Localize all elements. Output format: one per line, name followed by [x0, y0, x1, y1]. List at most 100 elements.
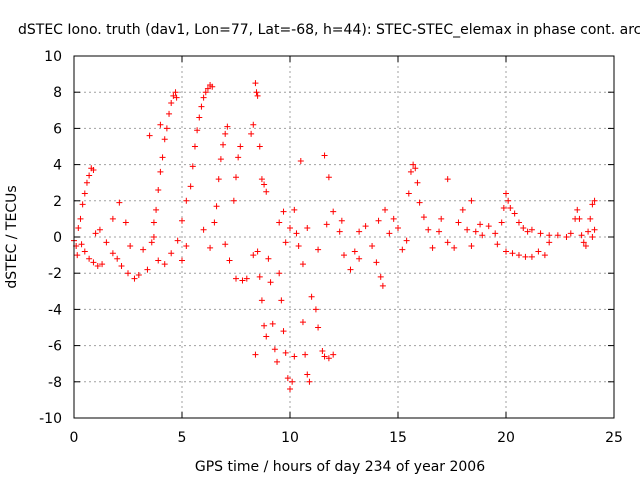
data-point [554, 232, 561, 239]
data-point [148, 239, 155, 246]
data-point [515, 252, 522, 259]
data-point [567, 230, 574, 237]
data-point [239, 277, 246, 284]
data-point [546, 239, 553, 246]
data-point [179, 217, 185, 224]
data-point [468, 197, 475, 204]
data-point [144, 266, 151, 273]
data-point [468, 243, 475, 250]
data-point [574, 206, 581, 213]
data-point [99, 261, 106, 268]
data-point [287, 224, 293, 231]
data-point [407, 168, 414, 175]
data-point [515, 219, 522, 226]
data-point [414, 179, 421, 186]
y-tick-label: -4 [48, 302, 62, 318]
data-point [356, 228, 363, 235]
data-point [347, 266, 354, 273]
data-point [287, 386, 293, 393]
data-point [295, 243, 302, 250]
x-tick-label: 25 [605, 430, 623, 446]
data-point [528, 226, 535, 233]
data-point [325, 174, 332, 181]
data-point [412, 165, 419, 172]
data-point [578, 232, 585, 239]
data-point [237, 143, 244, 150]
data-point [81, 248, 88, 255]
data-point [157, 168, 164, 175]
data-point [280, 328, 287, 335]
data-point [416, 199, 423, 206]
data-point [505, 197, 512, 204]
data-point [258, 176, 265, 183]
data-point [109, 215, 116, 222]
data-point [511, 210, 518, 217]
data-point [278, 297, 285, 304]
data-point [375, 217, 382, 224]
data-point [444, 176, 451, 183]
data-point [200, 94, 207, 101]
data-point [161, 136, 168, 143]
data-point [377, 273, 384, 280]
data-point [189, 163, 196, 170]
data-point [254, 92, 261, 99]
data-point [304, 371, 311, 378]
data-point [524, 228, 531, 235]
y-tick-label: -2 [48, 266, 62, 282]
data-point [224, 123, 231, 130]
data-point [535, 248, 542, 255]
data-point [356, 255, 363, 262]
data-point [92, 230, 99, 237]
data-point [74, 252, 81, 259]
data-point [267, 279, 274, 286]
data-point [520, 224, 527, 231]
data-point [291, 353, 298, 360]
data-point [589, 234, 596, 240]
data-point [127, 243, 134, 250]
data-point [485, 223, 492, 230]
y-tick-label: -8 [48, 375, 62, 391]
data-point [587, 215, 594, 222]
data-point [420, 214, 427, 221]
data-point [291, 206, 298, 213]
data-point [585, 228, 592, 235]
data-point [379, 282, 386, 289]
data-point [118, 262, 125, 269]
data-point [254, 248, 261, 255]
data-point [261, 322, 268, 329]
data-point [276, 219, 283, 226]
data-point [455, 219, 462, 226]
data-point [451, 244, 458, 251]
data-point [541, 252, 548, 259]
data-point [183, 243, 190, 250]
data-point [522, 253, 529, 260]
data-point [122, 219, 129, 226]
data-point [79, 201, 86, 208]
data-point [207, 244, 214, 251]
data-point [405, 190, 412, 197]
data-point [459, 206, 466, 213]
data-point [591, 197, 598, 204]
data-point [179, 257, 185, 264]
data-point [436, 228, 443, 235]
data-point [150, 219, 157, 226]
data-point [209, 83, 216, 90]
y-tick-label: 6 [53, 121, 62, 137]
data-point [315, 324, 322, 331]
data-point [248, 130, 255, 137]
data-point [299, 261, 306, 268]
data-point [330, 351, 337, 358]
data-point [369, 243, 376, 250]
data-point [103, 239, 110, 246]
data-point [258, 297, 265, 304]
data-point [81, 190, 88, 197]
data-point [187, 183, 194, 190]
data-point [373, 259, 380, 266]
data-point [75, 224, 82, 231]
y-tick-label: -10 [39, 411, 62, 427]
data-point [351, 248, 358, 255]
data-point [589, 201, 596, 208]
data-point [444, 239, 451, 246]
data-point [321, 353, 328, 360]
